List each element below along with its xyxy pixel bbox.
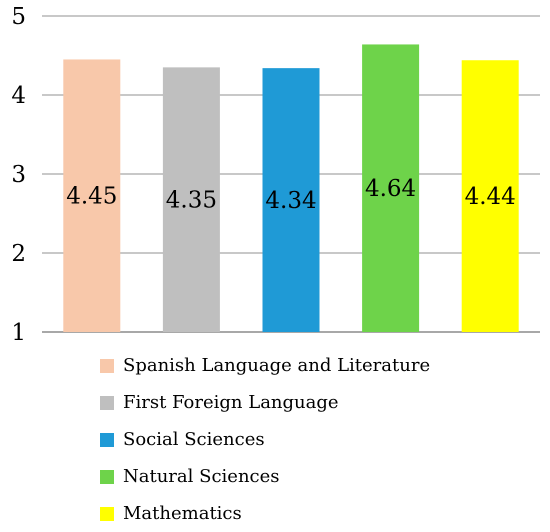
y-tick-label: 2 <box>11 241 26 267</box>
bars <box>63 44 519 333</box>
legend-item-spanish: Spanish Language and Literature <box>100 347 430 384</box>
bar-3 <box>262 68 320 332</box>
y-tick-label: 1 <box>11 320 26 345</box>
data-label-1: 4.45 <box>66 184 117 210</box>
y-axis-ticks: 1 2 3 4 5 <box>11 4 26 345</box>
bar-1 <box>63 59 121 332</box>
legend-swatch-first-foreign-language <box>100 395 114 410</box>
legend-item-first-foreign-language: First Foreign Language <box>100 384 430 421</box>
y-tick-label: 5 <box>11 4 26 30</box>
legend-label-mathematics: Mathematics <box>123 503 242 524</box>
legend-label-spanish: Spanish Language and Literature <box>123 355 431 376</box>
data-label-4: 4.64 <box>365 176 416 202</box>
legend-swatch-social-sciences <box>100 432 114 447</box>
y-tick-label: 4 <box>11 83 26 109</box>
data-labels: 4.45 4.35 4.34 4.64 4.44 <box>66 176 516 214</box>
legend-swatch-natural-sciences <box>100 469 114 484</box>
legend-label-natural-sciences: Natural Sciences <box>123 466 280 487</box>
data-label-5: 4.44 <box>465 184 516 210</box>
bar-5 <box>461 60 519 333</box>
legend-label-first-foreign-language: First Foreign Language <box>123 392 339 413</box>
data-label-2: 4.35 <box>166 188 217 214</box>
legend-swatch-spanish <box>100 358 114 373</box>
bar-chart: 1 2 3 4 5 4.45 4.35 4.34 4.64 4.44 <box>11 4 540 345</box>
bar-4 <box>362 44 420 332</box>
bar-2 <box>162 67 220 332</box>
data-label-3: 4.34 <box>265 188 316 214</box>
legend-item-social-sciences: Social Sciences <box>100 421 430 458</box>
legend-item-natural-sciences: Natural Sciences <box>100 458 430 495</box>
legend-swatch-mathematics <box>100 506 114 521</box>
legend: Spanish Language and Literature First Fo… <box>100 347 430 532</box>
legend-label-social-sciences: Social Sciences <box>123 429 265 450</box>
legend-item-mathematics: Mathematics <box>100 495 430 532</box>
y-tick-label: 3 <box>11 162 26 188</box>
